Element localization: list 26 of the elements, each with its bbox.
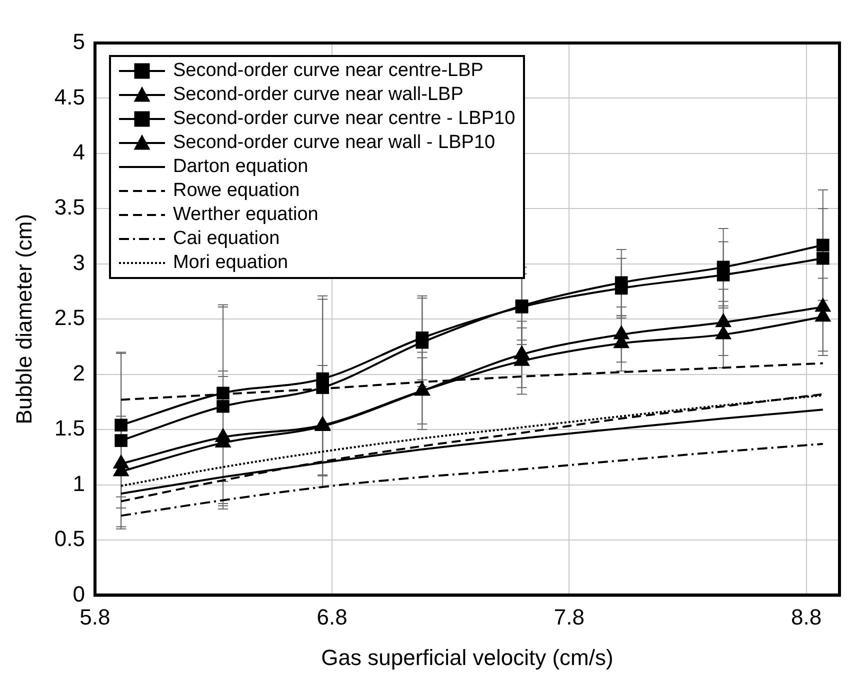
y-tick-label: 0 [72, 581, 85, 606]
legend-label: Werther equation [172, 203, 318, 227]
y-tick-label: 4 [72, 140, 85, 165]
legend-label: Mori equation [172, 251, 288, 275]
y-axis-title: Bubble diameter (cm) [11, 214, 36, 424]
legend-label: Second-order curve near centre-LBP [172, 59, 484, 83]
legend-label: Second-order curve near wall-LBP [172, 83, 464, 107]
legend-label: Cai equation [172, 227, 280, 251]
y-tick-label: 1 [72, 470, 85, 496]
x-tick-label: 7.8 [554, 604, 584, 630]
y-tick-label: 0.5 [54, 526, 85, 552]
y-tick-label: 5 [72, 29, 85, 54]
y-tick-label: 2 [72, 360, 85, 386]
legend-label: Second-order curve near centre - LBP10 [172, 107, 516, 131]
y-tick-label: 1.5 [54, 416, 85, 441]
legend-label: Darton equation [172, 155, 308, 179]
x-tick-label: 5.8 [80, 604, 110, 630]
legend-label: Second-order curve near wall - LBP10 [172, 131, 496, 155]
y-tick-label: 4.5 [54, 84, 85, 110]
y-tick-label: 3.5 [54, 194, 85, 220]
legend-label: Rowe equation [172, 179, 300, 203]
x-tick-label: 8.8 [791, 604, 822, 630]
y-tick-label: 2.5 [54, 305, 85, 330]
x-axis-title: Gas superficial velocity (cm/s) [321, 644, 614, 670]
x-tick-label: 6.8 [316, 604, 348, 630]
y-tick-label: 3 [72, 250, 85, 275]
